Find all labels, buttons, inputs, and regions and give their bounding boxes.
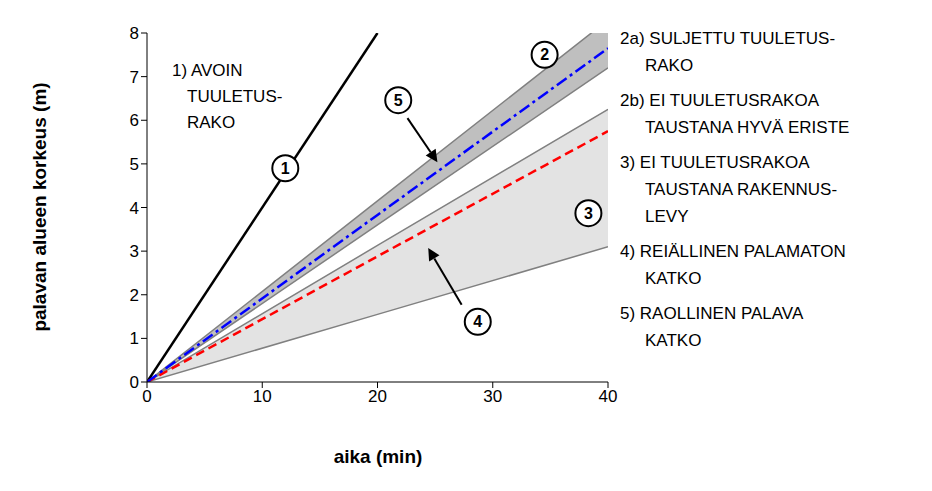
svg-text:5: 5: [394, 92, 403, 109]
svg-text:4) REIÄLLINEN PALAMATON: 4) REIÄLLINEN PALAMATON: [620, 242, 846, 261]
svg-text:7: 7: [130, 68, 139, 87]
svg-text:30: 30: [483, 387, 502, 406]
svg-text:3) EI TUULETUSRAKOA: 3) EI TUULETUSRAKOA: [620, 153, 810, 172]
svg-text:5: 5: [130, 155, 139, 174]
svg-text:20: 20: [368, 387, 387, 406]
svg-text:2: 2: [130, 286, 139, 305]
svg-text:0: 0: [142, 387, 151, 406]
svg-text:aika (min): aika (min): [334, 446, 423, 467]
svg-text:40: 40: [599, 387, 618, 406]
svg-text:LEVY: LEVY: [645, 207, 688, 226]
svg-text:TAUSTANA RAKENNUS-: TAUSTANA RAKENNUS-: [645, 180, 837, 199]
svg-text:1) AVOIN: 1) AVOIN: [172, 61, 243, 80]
svg-text:KATKO: KATKO: [645, 269, 701, 288]
svg-text:3: 3: [130, 242, 139, 261]
svg-text:1: 1: [281, 160, 290, 177]
svg-text:6: 6: [130, 111, 139, 130]
svg-text:palavan alueen korkeus (m): palavan alueen korkeus (m): [29, 82, 50, 331]
svg-text:1: 1: [130, 329, 139, 348]
svg-text:8: 8: [130, 24, 139, 43]
svg-text:TUULETUS-: TUULETUS-: [187, 87, 282, 106]
svg-text:4: 4: [130, 199, 139, 218]
svg-text:KATKO: KATKO: [645, 331, 701, 350]
svg-text:TAUSTANA HYVÄ ERISTE: TAUSTANA HYVÄ ERISTE: [645, 118, 849, 137]
svg-text:2a) SULJETTU TUULETUS-: 2a) SULJETTU TUULETUS-: [620, 29, 835, 48]
svg-text:3: 3: [584, 205, 593, 222]
svg-text:5) RAOLLINEN PALAVA: 5) RAOLLINEN PALAVA: [620, 304, 804, 323]
svg-text:4: 4: [473, 313, 482, 330]
svg-text:10: 10: [253, 387, 272, 406]
svg-text:2: 2: [540, 46, 549, 63]
svg-text:2b) EI TUULETUSRAKOA: 2b) EI TUULETUSRAKOA: [620, 91, 820, 110]
svg-text:0: 0: [130, 373, 139, 392]
svg-text:RAKO: RAKO: [187, 113, 235, 132]
svg-text:RAKO: RAKO: [645, 56, 693, 75]
